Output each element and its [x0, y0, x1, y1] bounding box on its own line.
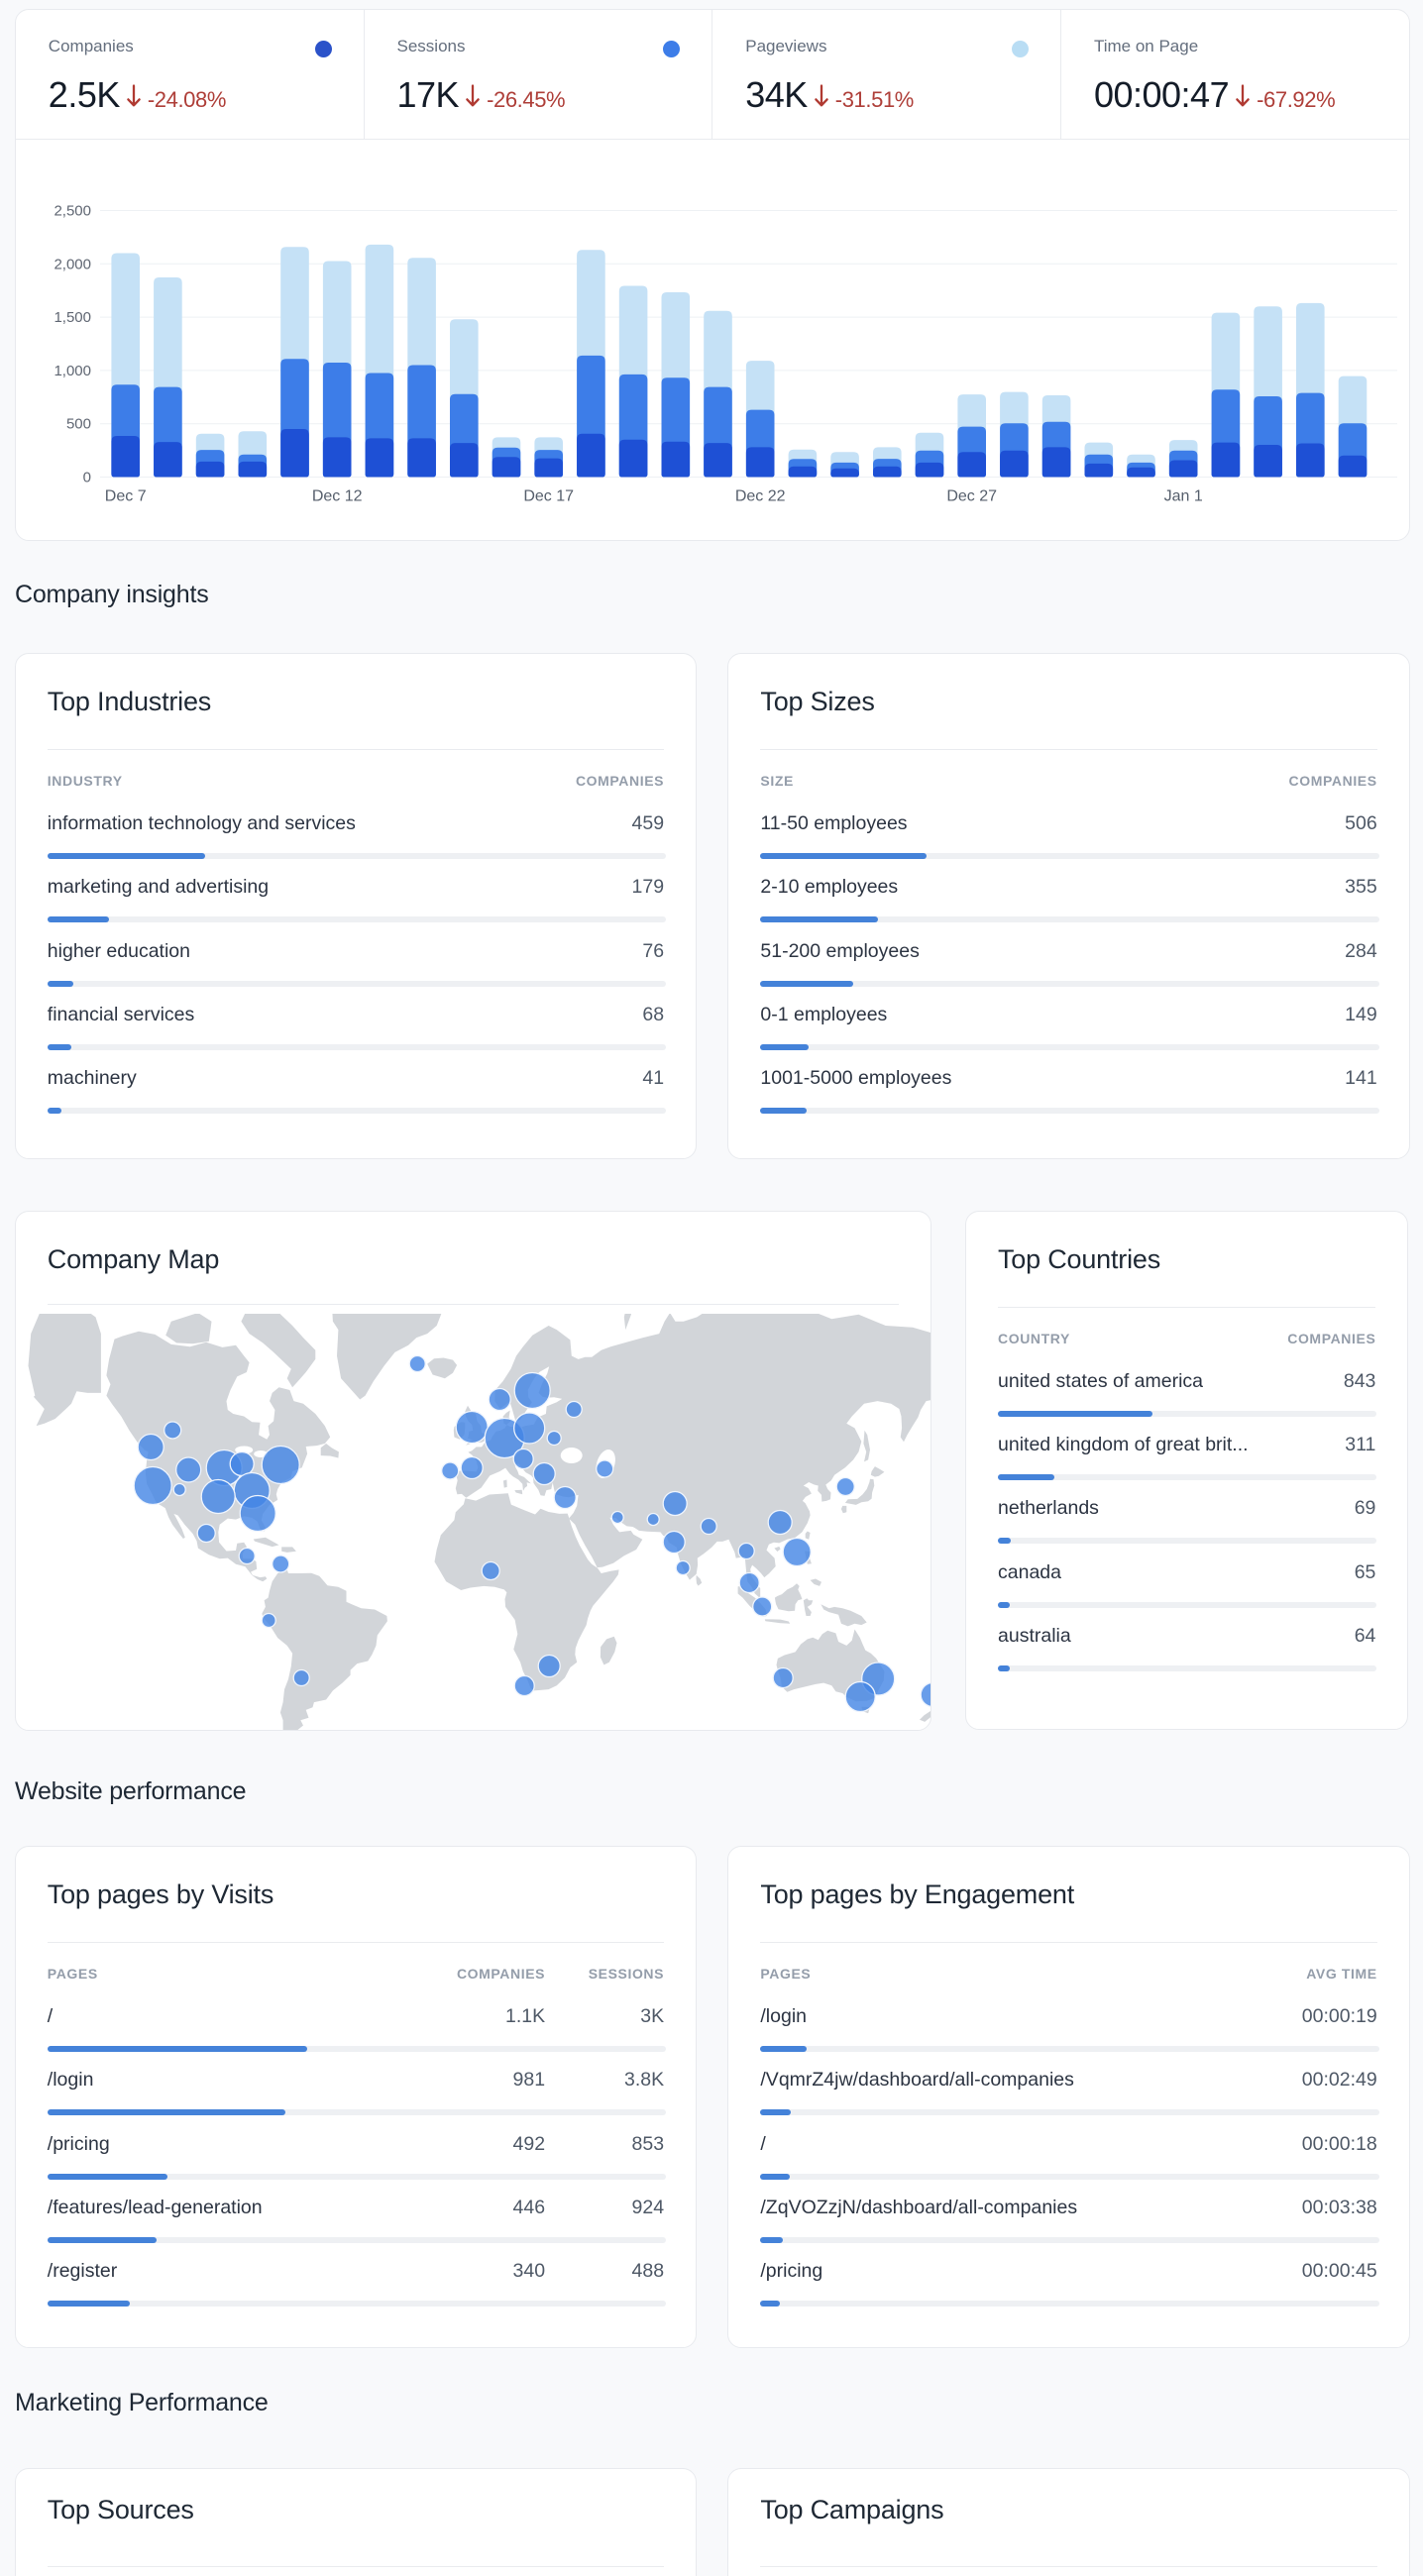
svg-text:500: 500 — [66, 416, 91, 433]
svg-text:Dec 17: Dec 17 — [523, 488, 574, 505]
svg-text:2,000: 2,000 — [54, 257, 91, 273]
svg-text:Jan 1: Jan 1 — [1163, 488, 1202, 505]
svg-text:2,500: 2,500 — [54, 203, 91, 220]
svg-text:Dec 7: Dec 7 — [105, 488, 147, 505]
svg-text:0: 0 — [82, 470, 90, 486]
svg-text:1,500: 1,500 — [54, 310, 91, 327]
svg-text:Dec 27: Dec 27 — [946, 488, 997, 505]
svg-text:1,000: 1,000 — [54, 363, 91, 379]
svg-text:Dec 12: Dec 12 — [312, 488, 363, 505]
svg-text:Dec 22: Dec 22 — [735, 488, 786, 505]
